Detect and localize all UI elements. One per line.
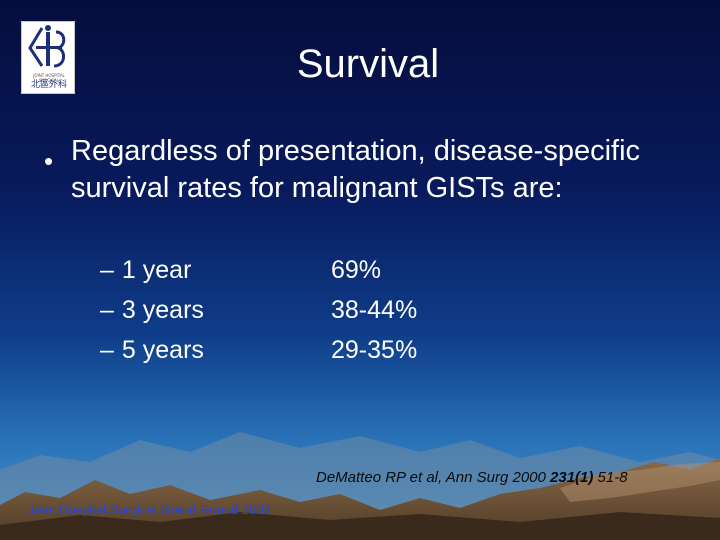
hospital-logo: JOINT HOSPITAL SURGICAL 北區外科 <box>21 21 75 94</box>
logo-caption-en: JOINT HOSPITAL SURGICAL <box>33 73 65 83</box>
slide-title: Survival <box>296 42 440 86</box>
main-bullet-text: Regardless of presentation, disease-spec… <box>71 135 641 204</box>
rate-period-2: –3 years <box>100 296 204 324</box>
rock-highlights <box>560 462 720 502</box>
logo-emblem-icon <box>28 25 66 68</box>
rate-period-1: –1 year <box>100 256 192 284</box>
logo-caption-zh: 北區外科 <box>30 80 67 90</box>
citation: DeMatteo RP et al, Ann Surg 2000 231(1) … <box>316 469 628 486</box>
rate-value-1: 69% <box>331 256 382 284</box>
footer-text: Joint Hospital Surgical Grand Round 2003 <box>28 502 271 517</box>
rate-value-3: 29-35% <box>331 336 418 364</box>
bullet-marker: • <box>44 146 54 176</box>
rate-value-2: 38-44% <box>331 296 418 324</box>
citation-volume: 231(1) <box>550 469 594 486</box>
foreground <box>0 512 720 540</box>
rate-period-3: –5 years <box>100 336 204 364</box>
